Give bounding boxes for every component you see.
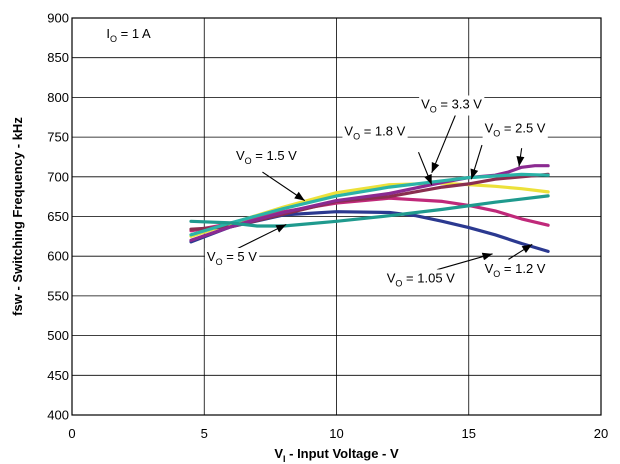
- series-annotation: VO = 3.3 V: [421, 97, 482, 115]
- plot-frame: [71, 17, 602, 416]
- annotation-arrowhead: [521, 244, 533, 254]
- annotation-arrowhead: [294, 191, 305, 201]
- annotation-label-bg: [342, 122, 408, 143]
- annotation-label-bg: [482, 259, 548, 280]
- x-tick-label: 10: [329, 426, 343, 441]
- y-tick-label: 500: [47, 328, 69, 343]
- y-tick-label: 550: [47, 288, 69, 303]
- series-annotation: VO = 1.8 V: [344, 124, 405, 142]
- annotation-label-bg: [384, 269, 458, 290]
- annotation-arrowhead: [431, 162, 440, 173]
- y-tick-label: 650: [47, 209, 69, 224]
- x-tick-label: 20: [594, 426, 608, 441]
- annotation-label-bg: [233, 147, 300, 168]
- annotation-leader: [431, 114, 457, 174]
- annotation-arrowhead: [481, 252, 493, 261]
- series-annotation: VO = 1.5 V: [236, 148, 297, 166]
- y-tick-label: 700: [47, 169, 69, 184]
- x-axis-title: VI - Input Voltage - V: [274, 446, 399, 464]
- annotation-label-bg: [482, 119, 548, 140]
- series-line-6: [189, 172, 550, 237]
- annotation-label-bg: [204, 247, 260, 268]
- series-annotation: VO = 2.5 V: [485, 120, 546, 138]
- series-line-7: [189, 194, 550, 228]
- series-annotation: VO = 1.05 V: [387, 270, 455, 288]
- y-tick-label: 600: [47, 249, 69, 264]
- y-tick-label: 850: [47, 50, 69, 65]
- y-tick-label: 750: [47, 130, 69, 145]
- annotation-label-bg: [419, 95, 485, 116]
- y-tick-label: 400: [47, 408, 69, 423]
- x-tick-label: 5: [201, 426, 208, 441]
- y-tick-label: 450: [47, 368, 69, 383]
- y-tick-label: 800: [47, 90, 69, 105]
- series-annotation: VO = 1.2 V: [485, 261, 546, 279]
- annotation-arrowhead: [470, 168, 479, 180]
- x-tick-label: 0: [68, 426, 75, 441]
- y-axis-title: fsw - Switching Frequency - kHz: [10, 117, 25, 316]
- y-tick-label: 900: [47, 11, 69, 26]
- condition-label: IO = 1 A: [106, 26, 151, 44]
- series-annotation: VO = 5 V: [207, 249, 257, 267]
- series-line-2: [189, 196, 550, 233]
- annotation-arrowhead: [275, 224, 287, 233]
- annotation-arrowhead: [516, 156, 525, 167]
- annotation-arrowhead: [424, 173, 432, 185]
- x-tick-label: 15: [462, 426, 476, 441]
